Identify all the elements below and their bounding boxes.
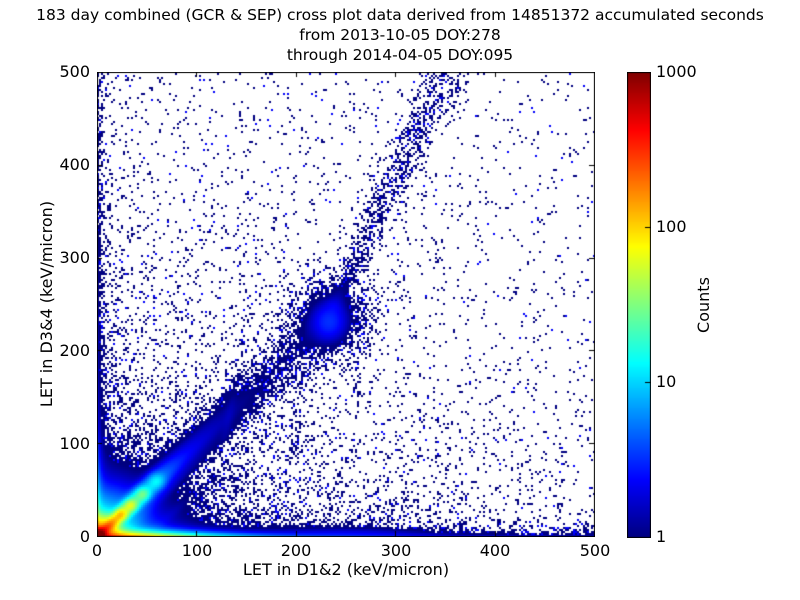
colorbar-tick-label-100: 100 xyxy=(656,217,687,236)
x-tick-label-0: 0 xyxy=(91,541,103,560)
scatter-plot-canvas xyxy=(97,72,595,537)
title-line-2: from 2013-10-05 DOY:278 xyxy=(299,26,501,44)
title-line-3: through 2014-04-05 DOY:095 xyxy=(286,46,514,64)
title-line-1: 183 day combined (GCR & SEP) cross plot … xyxy=(36,6,764,24)
y-tick-label-500: 500 xyxy=(59,62,90,81)
colorbar-tick-label-10: 10 xyxy=(656,372,677,391)
colorbar-tick-label-1000: 1000 xyxy=(656,62,697,81)
y-tick-label-200: 200 xyxy=(59,341,90,360)
y-tick-label-100: 100 xyxy=(59,434,90,453)
x-tick-label-100: 100 xyxy=(181,541,213,560)
chart-title: 183 day combined (GCR & SEP) cross plot … xyxy=(0,5,800,65)
x-axis-label: LET in D1&2 (keV/micron) xyxy=(242,560,450,579)
colorbar-canvas xyxy=(627,72,651,538)
x-tick-label-300: 300 xyxy=(380,541,412,560)
x-tick-label-400: 400 xyxy=(479,541,511,560)
colorbar-label: Counts xyxy=(694,277,713,333)
y-tick-label-0: 0 xyxy=(79,527,90,546)
x-tick-label-500: 500 xyxy=(579,541,611,560)
y-tick-label-300: 300 xyxy=(59,248,90,267)
y-axis-label: LET in D3&4 (keV/micron) xyxy=(37,200,56,408)
colorbar-tick-label-1: 1 xyxy=(656,527,667,546)
y-tick-label-400: 400 xyxy=(59,155,90,174)
x-tick-label-200: 200 xyxy=(280,541,312,560)
